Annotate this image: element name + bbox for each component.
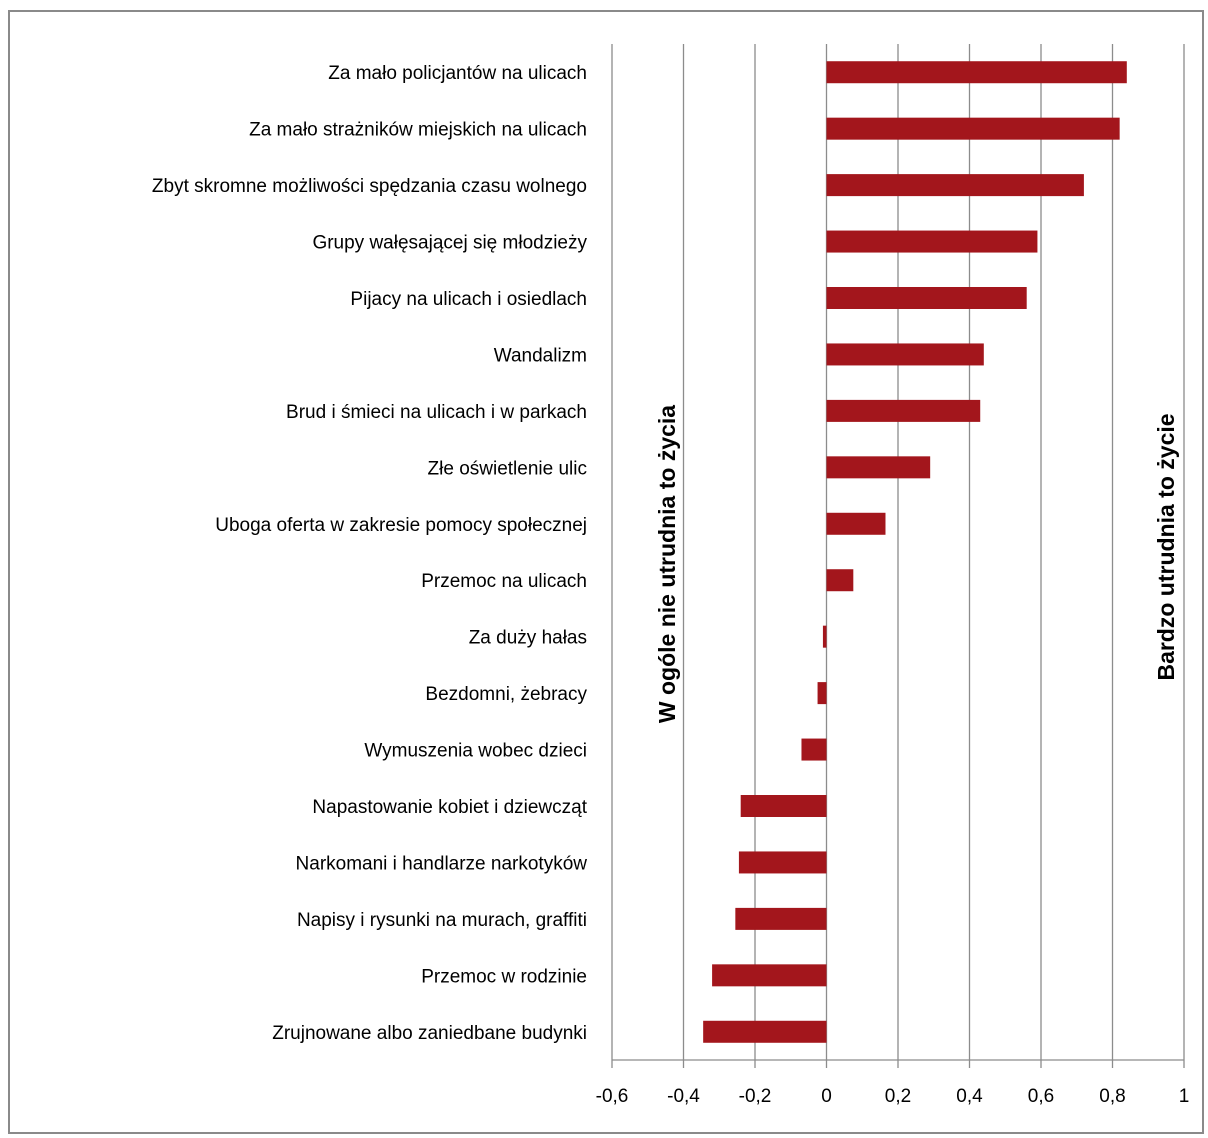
category-label: Napastowanie kobiet i dziewcząt: [312, 797, 587, 818]
bar: [738, 851, 827, 874]
x-tick-label: 0,8: [1099, 1086, 1125, 1107]
bar: [826, 399, 981, 422]
category-label: Za mało strażników miejskich na ulicach: [249, 120, 587, 141]
bar: [735, 907, 827, 930]
category-label: Złe oświetlenie ulic: [428, 458, 587, 479]
category-label: Brud i śmieci na ulicach i w parkach: [286, 402, 587, 423]
bar: [801, 738, 827, 761]
x-tick-label: -0,6: [596, 1086, 629, 1107]
grid-lines: [611, 44, 1185, 1060]
bar: [817, 682, 827, 705]
x-tick-label: 0: [821, 1086, 832, 1107]
category-label: Zbyt skromne możliwości spędzania czasu …: [152, 176, 587, 197]
bar: [826, 61, 1127, 84]
bar: [822, 625, 827, 648]
x-tick-label: -0,4: [667, 1086, 700, 1107]
category-label: Wymuszenia wobec dzieci: [364, 741, 587, 762]
category-label: Pijacy na ulicach i osiedlach: [350, 289, 587, 310]
bar: [826, 343, 984, 366]
bar: [826, 512, 886, 535]
category-label: Bezdomni, żebracy: [425, 684, 587, 705]
bar: [826, 569, 854, 592]
category-label: Napisy i rysunki na murach, graffiti: [297, 910, 587, 931]
x-tick-label: 0,2: [885, 1086, 911, 1107]
bar: [826, 456, 931, 479]
annotation-right: Bardzo utrudnia to życie: [1153, 413, 1179, 680]
bars: [703, 61, 1127, 1043]
category-label: Za mało policjantów na ulicach: [328, 63, 587, 84]
x-tick-label: 0,6: [1028, 1086, 1054, 1107]
category-label: Przemoc na ulicach: [421, 571, 587, 592]
x-tick-label: -0,2: [739, 1086, 772, 1107]
category-label: Przemoc w rodzinie: [421, 966, 587, 987]
x-tick-label: 1: [1179, 1086, 1190, 1107]
bar: [712, 964, 827, 987]
category-label: Narkomani i handlarze narkotyków: [296, 853, 588, 874]
bar: [826, 174, 1084, 197]
bar: [826, 117, 1120, 140]
annotation-left: W ogóle nie utrudnia to życia: [654, 405, 680, 723]
bar: [740, 795, 827, 817]
category-label: Za duży hałas: [469, 628, 587, 649]
category-labels: Za mało policjantów na ulicach Za mało st…: [152, 63, 588, 1044]
chart-frame: Za mało policjantów na ulicach Za mało st…: [8, 10, 1204, 1134]
bar: [826, 230, 1038, 253]
bar-chart: Za mało policjantów na ulicach Za mało st…: [152, 44, 1190, 1107]
category-label: Uboga oferta w zakresie pomocy społeczne…: [215, 515, 587, 536]
bar: [826, 287, 1027, 309]
x-tick-label: 0,4: [956, 1086, 983, 1107]
x-axis: -0,6 -0,4 -0,2 0 0,2 0,4 0,6 0,8 1: [596, 1059, 1190, 1107]
category-label: Wandalizm: [494, 345, 587, 366]
category-label: Zrujnowane albo zaniedbane budynki: [272, 1023, 587, 1044]
bar: [703, 1020, 827, 1043]
category-label: Grupy wałęsającej się młodzieży: [312, 233, 587, 254]
